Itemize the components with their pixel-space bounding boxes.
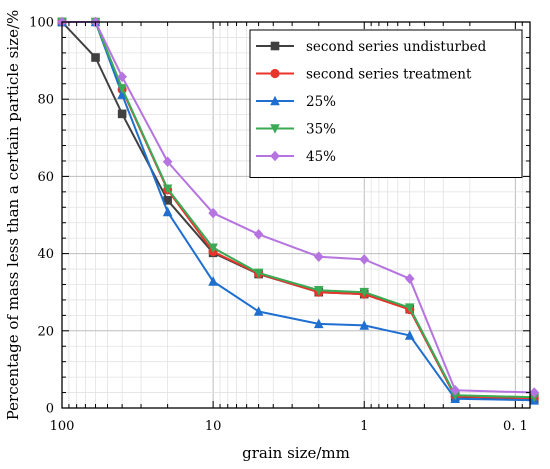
- data-point: [359, 320, 370, 330]
- data-point: [313, 318, 324, 329]
- legend-label: 25%: [306, 94, 336, 110]
- data-point: [162, 156, 173, 168]
- data-point: [117, 89, 127, 99]
- legend-item: second series undisturbed: [256, 39, 487, 55]
- data-point: [117, 84, 127, 94]
- data-point: [404, 273, 415, 284]
- x-tick-label: 100: [50, 419, 75, 434]
- legend-label: second series undisturbed: [306, 39, 487, 55]
- legend-item: 25%: [256, 94, 336, 110]
- data-point: [253, 268, 264, 279]
- legend-marker: [270, 150, 280, 162]
- data-point: [91, 53, 100, 62]
- y-tick-label: 60: [37, 170, 54, 185]
- y-tick-label: 20: [37, 324, 54, 339]
- data-point: [162, 184, 173, 195]
- legend-box: [249, 29, 523, 178]
- data-point: [359, 254, 370, 265]
- legend-marker: [270, 68, 280, 79]
- data-point: [163, 196, 172, 205]
- data-point: [404, 303, 415, 313]
- data-point: [359, 287, 370, 298]
- y-tick-label: 100: [29, 16, 54, 31]
- axis-ticks: 100 10 1 0. 1 0 20 40 60 80 100: [29, 16, 531, 434]
- legend-item: 35%: [256, 122, 336, 138]
- x-axis-title: grain size/mm: [242, 444, 350, 462]
- data-point: [450, 390, 461, 401]
- data-point: [529, 387, 540, 398]
- legend-label: second series treatment: [306, 67, 472, 83]
- data-point: [117, 71, 127, 83]
- legend-item: 45%: [256, 149, 336, 165]
- data-point: [208, 207, 218, 219]
- legend-label: 45%: [306, 149, 336, 165]
- data-point: [253, 229, 264, 240]
- data-point: [450, 384, 461, 396]
- data-point: [117, 109, 127, 119]
- legend-marker: [270, 41, 280, 51]
- y-tick-label: 40: [37, 247, 54, 262]
- data-point: [208, 243, 218, 254]
- legend-marker: [270, 95, 280, 106]
- data-point: [253, 306, 264, 316]
- legend-marker: [270, 124, 280, 134]
- x-tick-label: 1: [360, 419, 368, 434]
- data-point: [162, 206, 173, 217]
- data-point: [208, 276, 218, 286]
- legend-item: second series treatment: [256, 67, 472, 83]
- x-tick-label: 0. 1: [503, 419, 528, 434]
- legend-label: 35%: [306, 122, 336, 138]
- legend: second series undisturbed second series t…: [249, 29, 523, 178]
- data-point: [313, 251, 324, 262]
- x-tick-label: 10: [205, 419, 222, 434]
- data-point: [313, 285, 324, 296]
- data-point: [404, 330, 415, 340]
- y-tick-label: 80: [37, 93, 54, 108]
- plot-frame: [61, 21, 531, 409]
- y-tick-label: 0: [46, 402, 54, 417]
- y-axis-title: Percentage of mass less than a certain p…: [4, 10, 22, 421]
